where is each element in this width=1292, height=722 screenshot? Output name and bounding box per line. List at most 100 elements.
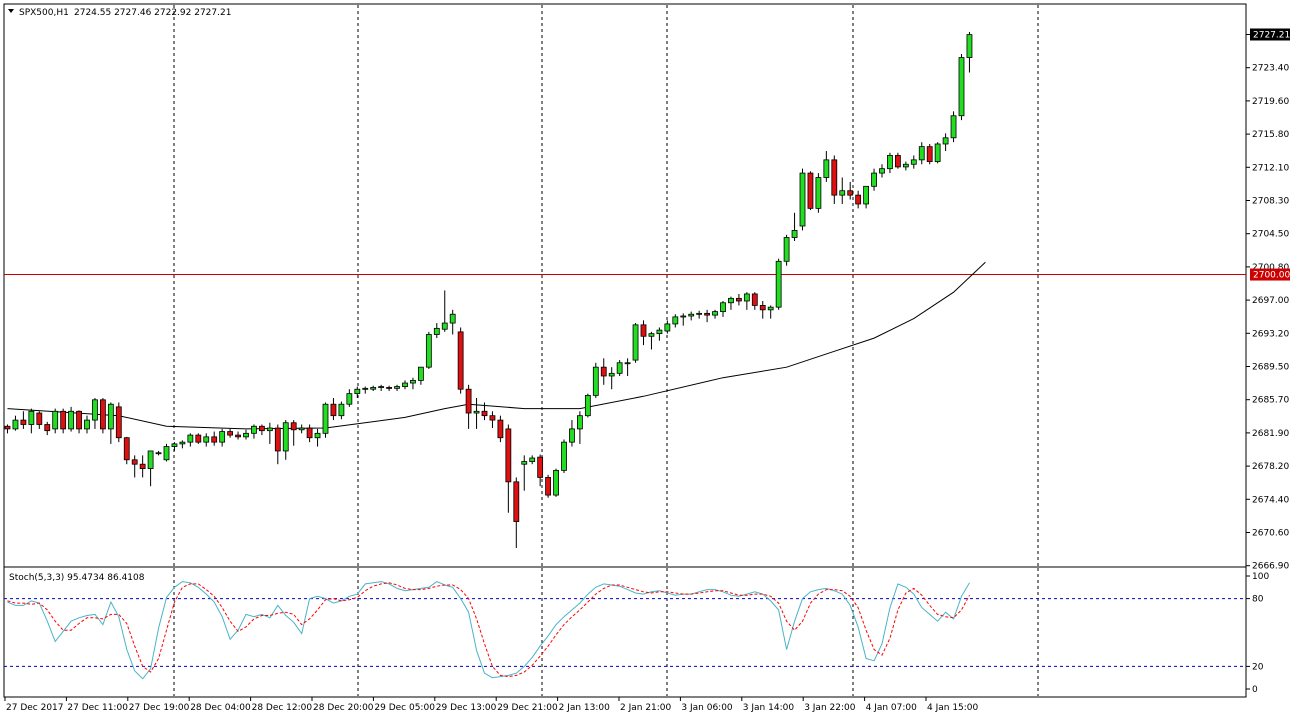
candle <box>577 411 583 444</box>
candle <box>783 234 790 266</box>
candle-body <box>815 177 822 209</box>
candle-body <box>433 327 440 335</box>
candle-body <box>12 419 19 430</box>
candle-body <box>545 477 551 496</box>
candle <box>847 181 854 200</box>
candle-body <box>775 260 782 308</box>
candle <box>123 436 130 465</box>
stoch-tick-label: 0 <box>1252 685 1258 695</box>
candle <box>831 155 838 204</box>
candle-body <box>290 422 297 431</box>
candle <box>855 190 862 209</box>
candle <box>807 171 814 211</box>
candle-body <box>274 427 281 452</box>
time-tick-label: 27 Dec 2017 <box>6 703 64 713</box>
candle <box>306 424 313 443</box>
candle-body <box>139 463 146 470</box>
price-tick-label: 2697.00 <box>1252 296 1289 306</box>
candle <box>44 421 51 436</box>
candle <box>704 309 710 323</box>
stoch-axis: 100 80 20 0 <box>1246 572 1269 695</box>
candle <box>592 362 599 399</box>
candle <box>425 331 432 369</box>
price-tick-label: 2674.40 <box>1252 495 1289 505</box>
candle <box>672 314 679 328</box>
candle-body <box>338 403 345 417</box>
hline-price-tag <box>1250 268 1290 281</box>
candle <box>211 431 218 446</box>
ohlc-label: 2724.55 2727.46 2722.92 2727.21 <box>74 8 231 18</box>
candle-body <box>107 403 114 430</box>
candle-body <box>624 362 631 365</box>
candle-body <box>68 410 74 430</box>
candle-body <box>950 115 957 139</box>
candle <box>537 454 544 487</box>
candle <box>680 313 687 326</box>
candle-body <box>227 431 234 436</box>
candle-body <box>529 457 536 462</box>
candle <box>950 111 957 143</box>
candle <box>139 455 146 478</box>
triangle-down-icon[interactable] <box>8 9 14 13</box>
candle-body <box>441 322 448 330</box>
price-tick-label: 2723.40 <box>1252 64 1289 74</box>
candle-body <box>378 386 385 388</box>
time-tick-label: 27 Dec 11:00 <box>67 703 128 713</box>
candle-body <box>688 313 695 317</box>
candle <box>497 415 504 443</box>
candle <box>513 477 520 549</box>
candle-body <box>553 469 559 496</box>
candle <box>402 380 408 390</box>
candle-body <box>394 386 400 389</box>
candle-body <box>44 424 51 432</box>
candle-body <box>473 410 480 414</box>
candle <box>465 384 472 429</box>
candle-body <box>370 387 377 390</box>
candle <box>648 331 655 350</box>
candle-body <box>20 419 27 425</box>
candle <box>521 455 528 491</box>
candle-body <box>537 456 544 478</box>
candle-body <box>608 372 615 377</box>
candle-body <box>155 452 162 455</box>
candle <box>608 367 615 390</box>
candle <box>386 385 393 391</box>
candle <box>362 386 369 394</box>
stoch-tick-label: 80 <box>1252 595 1264 605</box>
candle-body <box>354 388 361 395</box>
candle <box>759 300 766 319</box>
candle <box>282 420 289 460</box>
time-tick-label: 3 Jan 14:00 <box>743 703 795 713</box>
candle-body <box>823 159 830 178</box>
candle <box>115 402 122 443</box>
candle <box>743 292 750 310</box>
candle <box>561 439 567 474</box>
time-tick-label: 4 Jan 07:00 <box>866 703 918 713</box>
time-tick-label: 29 Dec 21:00 <box>497 703 558 713</box>
candle-body <box>736 297 742 302</box>
candle <box>243 429 249 440</box>
moving-average-line <box>7 261 986 430</box>
candle-body <box>481 410 488 417</box>
candle <box>775 258 782 310</box>
candle <box>338 401 345 420</box>
chart-header: SPX500,H1 2724.55 2727.46 2722.92 2727.2… <box>8 8 231 18</box>
candle <box>417 366 424 385</box>
candle <box>664 320 671 334</box>
candle-body <box>600 366 607 377</box>
candle <box>720 300 726 317</box>
candle <box>791 212 798 242</box>
candle-body <box>592 366 599 396</box>
price-axis: 2723.40 2719.60 2715.80 2712.10 2708.30 2704.… <box>1246 28 1290 572</box>
stoch-main-line <box>7 581 970 680</box>
candle <box>895 152 901 169</box>
candle <box>155 450 162 456</box>
candle-body <box>871 172 877 187</box>
candle-body <box>918 146 925 161</box>
candle <box>616 360 623 376</box>
candle <box>258 424 265 436</box>
candle <box>251 424 257 439</box>
candle-body <box>561 441 567 471</box>
